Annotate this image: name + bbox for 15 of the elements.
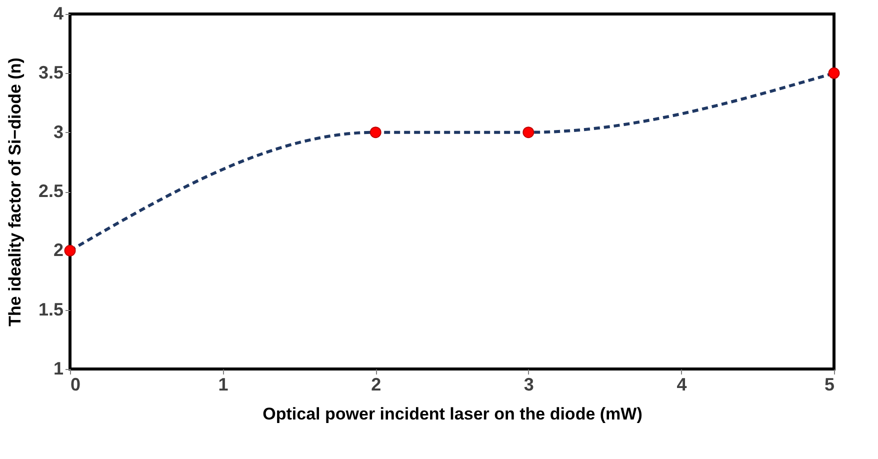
y-axis-title: The ideality factor of Si−diode (n) [5, 58, 24, 326]
x-tick-label: 4 [676, 374, 687, 394]
y-tick-label: 1.5 [38, 299, 64, 320]
y-tick-label: 3 [53, 122, 64, 142]
x-tick-label: 0 [70, 374, 81, 394]
y-tick-label: 3.5 [38, 62, 64, 83]
y-tick-label: 4 [53, 4, 64, 24]
y-tick-label: 2 [53, 240, 64, 260]
x-axis-title: Optical power incident laser on the diode (mW) [262, 404, 642, 424]
x-tick-label: 5 [824, 374, 834, 394]
x-tick-label: 1 [218, 374, 228, 394]
y-tick-label: 1 [53, 358, 64, 378]
y-tick-label: 2.5 [38, 181, 64, 201]
x-tick-label: 3 [524, 374, 534, 394]
x-tick-label: 2 [371, 374, 382, 394]
